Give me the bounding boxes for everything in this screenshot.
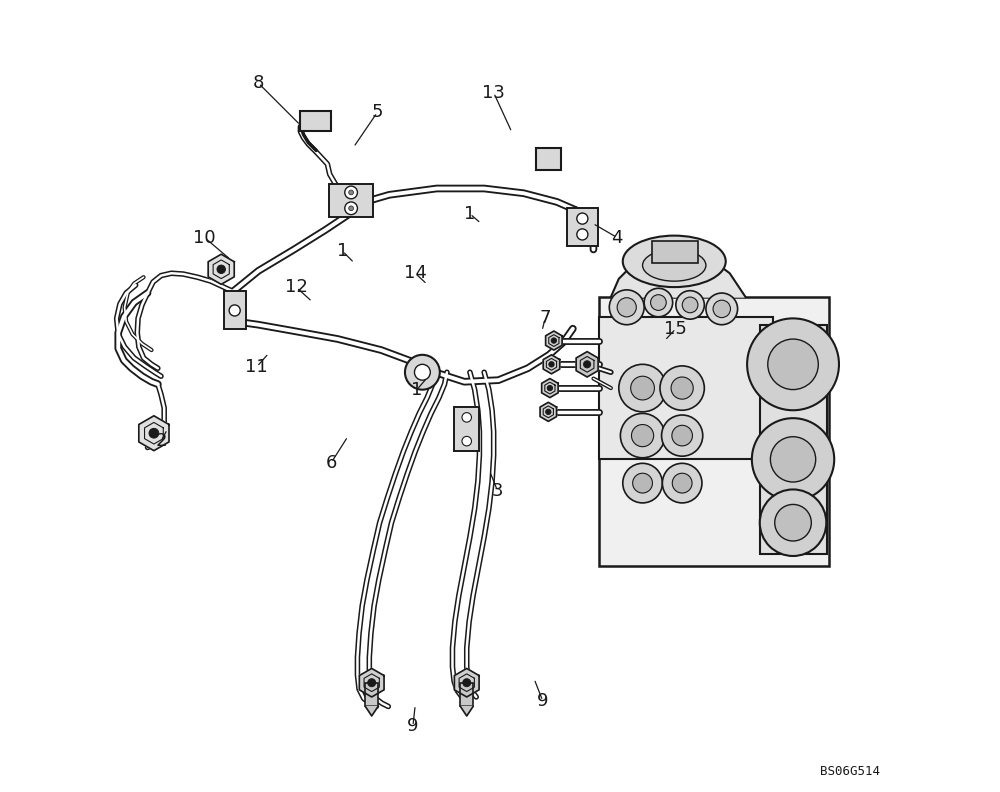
Text: 9: 9 (407, 718, 419, 735)
Text: 10: 10 (193, 229, 216, 246)
Text: 13: 13 (482, 84, 505, 101)
Text: BS06G514: BS06G514 (820, 765, 880, 778)
Circle shape (549, 362, 554, 367)
Bar (454, 407, 479, 451)
Circle shape (747, 318, 839, 410)
Circle shape (662, 463, 702, 503)
Bar (536, 148, 561, 170)
Text: 8: 8 (253, 74, 264, 92)
Circle shape (623, 463, 662, 503)
Circle shape (713, 300, 730, 318)
Circle shape (770, 436, 816, 482)
Circle shape (414, 364, 430, 380)
Polygon shape (139, 416, 169, 451)
Circle shape (577, 213, 588, 224)
Circle shape (672, 473, 692, 493)
Polygon shape (546, 331, 562, 350)
Bar (460, 683, 473, 706)
Circle shape (651, 295, 666, 310)
Text: 1: 1 (337, 242, 348, 260)
Circle shape (149, 428, 159, 438)
Text: 1: 1 (411, 381, 423, 398)
Circle shape (633, 473, 652, 493)
Circle shape (644, 288, 673, 317)
Text: 4: 4 (611, 229, 623, 246)
Circle shape (462, 436, 471, 446)
Text: 2: 2 (155, 432, 167, 450)
Polygon shape (365, 706, 378, 716)
Bar (329, 184, 373, 217)
Bar (365, 683, 378, 706)
Circle shape (619, 364, 666, 412)
Polygon shape (540, 402, 557, 421)
Circle shape (368, 679, 376, 687)
Text: 7: 7 (539, 310, 551, 327)
Circle shape (671, 377, 693, 399)
Circle shape (617, 298, 636, 317)
Circle shape (584, 361, 591, 367)
Circle shape (463, 679, 471, 687)
Circle shape (405, 355, 440, 390)
Circle shape (631, 376, 654, 400)
Polygon shape (460, 706, 473, 716)
Text: 15: 15 (664, 320, 687, 337)
Circle shape (752, 418, 834, 501)
Polygon shape (454, 668, 479, 697)
Bar (567, 208, 598, 246)
Polygon shape (542, 379, 558, 398)
Bar (652, 241, 698, 263)
Polygon shape (611, 247, 746, 297)
Text: 11: 11 (245, 358, 268, 375)
Ellipse shape (643, 249, 706, 281)
Circle shape (577, 229, 588, 240)
Text: 1: 1 (464, 205, 476, 223)
Bar (599, 317, 773, 459)
Circle shape (217, 265, 225, 273)
Circle shape (706, 293, 738, 325)
Polygon shape (576, 352, 598, 377)
Circle shape (349, 190, 353, 195)
Bar (224, 291, 246, 329)
Polygon shape (208, 254, 234, 284)
Circle shape (609, 290, 644, 325)
Circle shape (349, 206, 353, 211)
Circle shape (676, 291, 704, 319)
Circle shape (229, 305, 240, 316)
Circle shape (660, 366, 704, 410)
Text: 5: 5 (371, 104, 383, 121)
Text: 12: 12 (285, 279, 308, 296)
Circle shape (547, 386, 553, 390)
Circle shape (551, 338, 557, 343)
Bar (760, 325, 827, 554)
Circle shape (345, 202, 357, 215)
Circle shape (682, 297, 698, 313)
Circle shape (760, 489, 826, 556)
Text: 9: 9 (537, 692, 549, 710)
Text: 14: 14 (404, 265, 427, 282)
Circle shape (662, 415, 703, 456)
Circle shape (768, 339, 818, 390)
Text: 3: 3 (492, 482, 503, 500)
Bar (300, 111, 331, 131)
Ellipse shape (623, 236, 726, 287)
Text: 6: 6 (326, 454, 337, 471)
Circle shape (345, 186, 357, 199)
Circle shape (775, 505, 811, 541)
Circle shape (620, 413, 665, 458)
Circle shape (546, 409, 551, 414)
Bar (599, 297, 829, 566)
Circle shape (672, 425, 692, 446)
Polygon shape (543, 355, 560, 374)
Polygon shape (359, 668, 384, 697)
Circle shape (631, 425, 654, 447)
Circle shape (462, 413, 471, 422)
